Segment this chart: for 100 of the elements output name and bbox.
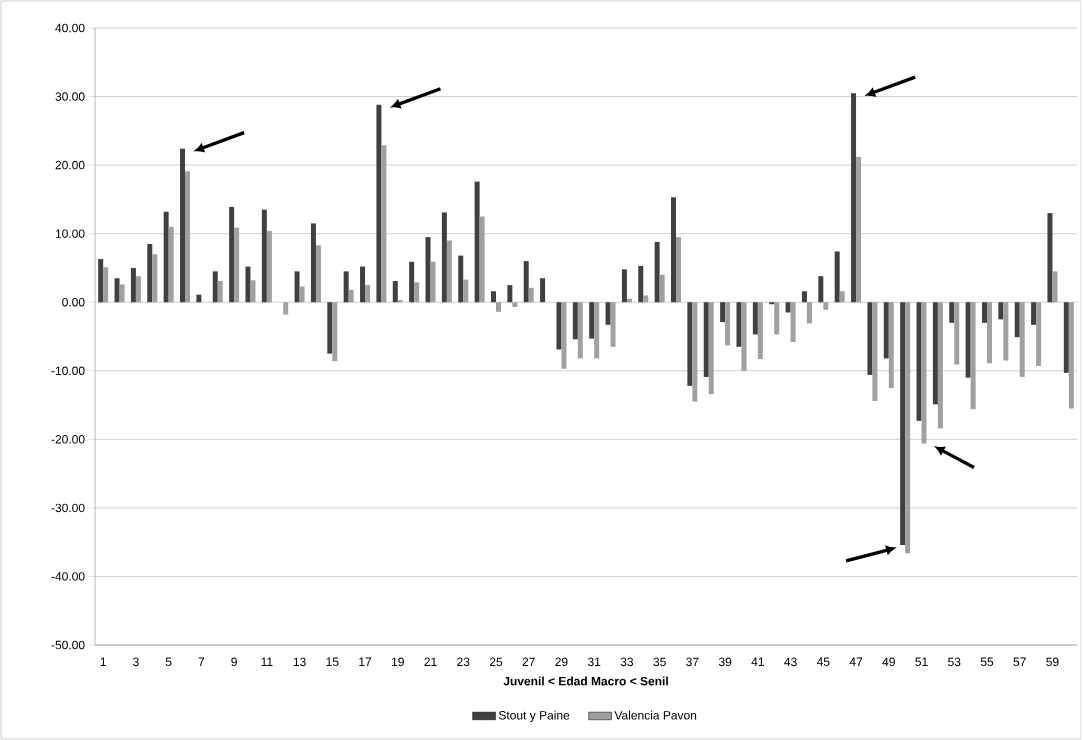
bar [474, 181, 480, 303]
y-tick-label: 10.00 [55, 229, 85, 238]
x-tick-label: 35 [653, 657, 666, 667]
bar [103, 267, 109, 303]
bar [528, 287, 534, 303]
bar [916, 302, 922, 421]
bar [147, 243, 153, 303]
bar [736, 302, 742, 347]
bar [834, 251, 840, 303]
y-tick-label: -30.00 [51, 503, 85, 513]
x-tick-label: 53 [948, 657, 961, 667]
bar [1014, 302, 1020, 338]
y-tick-label: 20.00 [55, 160, 85, 170]
x-tick-label: 41 [751, 657, 764, 666]
bar [441, 212, 447, 303]
bar [1068, 302, 1074, 409]
bar [757, 302, 763, 360]
x-tick-label: 19 [392, 657, 404, 667]
bar [446, 240, 452, 303]
y-tick-label: 40.00 [55, 23, 85, 33]
bar [250, 280, 256, 303]
bar [409, 261, 415, 303]
bar [315, 245, 321, 303]
bar [752, 302, 758, 335]
bar [119, 284, 125, 303]
bar [299, 286, 305, 303]
bar [392, 280, 398, 303]
bar [234, 227, 240, 303]
x-tick-label: 43 [784, 657, 797, 667]
bar [1036, 302, 1042, 366]
bar [725, 302, 731, 346]
bar [463, 279, 469, 303]
bar [692, 302, 698, 402]
bar [130, 267, 136, 303]
x-tick-label: 39 [718, 657, 732, 667]
x-tick-label: 5 [165, 657, 172, 666]
x-tick-label: 49 [882, 657, 895, 667]
bar [414, 282, 420, 303]
x-tick-label: 59 [1046, 657, 1059, 667]
bar [152, 254, 158, 303]
x-tick-label: 55 [980, 657, 994, 666]
x-tick-label: 13 [293, 657, 306, 667]
bar [495, 302, 501, 312]
x-tick-label: 1 [100, 657, 106, 666]
x-tick-label: 27 [522, 657, 535, 666]
bar [540, 278, 546, 303]
bar [196, 294, 202, 303]
y-tick-label: 30.00 [55, 92, 85, 101]
bar [360, 266, 366, 303]
bar [806, 302, 812, 324]
bar [621, 269, 627, 303]
bar [397, 300, 403, 303]
bar [523, 261, 529, 303]
x-tick-label: 45 [816, 657, 830, 666]
bar [867, 302, 873, 375]
bar [425, 237, 431, 303]
x-axis-title: Juvenil < Edad Macro < Senil [503, 676, 668, 686]
y-tick-label: -20.00 [51, 435, 85, 444]
bar [310, 223, 316, 303]
bar [572, 302, 578, 340]
x-tick-label: 15 [326, 657, 339, 666]
bar [479, 216, 485, 303]
x-tick-label: 11 [261, 657, 273, 666]
bar [1052, 271, 1058, 303]
bar [954, 302, 960, 365]
bar [981, 302, 987, 323]
bar [512, 302, 518, 308]
bar [1047, 213, 1053, 303]
x-tick-label: 37 [686, 657, 699, 667]
bar [905, 302, 911, 554]
bar [577, 302, 583, 359]
bar [98, 259, 104, 303]
bar [458, 255, 464, 303]
y-tick-label: 0.00 [62, 297, 85, 307]
bar [671, 197, 677, 303]
bar [283, 302, 289, 315]
x-tick-label: 17 [359, 657, 372, 666]
x-tick-label: 31 [587, 657, 601, 667]
bar [266, 230, 272, 303]
x-tick-label: 33 [620, 657, 634, 667]
bar [774, 302, 780, 335]
bar [643, 295, 649, 303]
bar [741, 302, 747, 371]
bar [970, 302, 976, 410]
bar [676, 237, 682, 303]
bar [261, 209, 267, 303]
x-tick-label: 47 [849, 657, 863, 666]
bar [168, 226, 174, 303]
bar [332, 302, 338, 362]
bar [921, 302, 927, 444]
bar [381, 145, 387, 303]
legend-label: Valencia Pavon [614, 710, 697, 720]
x-tick-label: 57 [1013, 657, 1026, 666]
bar [790, 302, 796, 342]
x-tick-label: 29 [555, 657, 568, 667]
bar [949, 302, 955, 323]
bar [212, 271, 218, 303]
x-tick-label: 51 [915, 657, 928, 666]
bar [654, 241, 660, 303]
bar [217, 280, 223, 303]
